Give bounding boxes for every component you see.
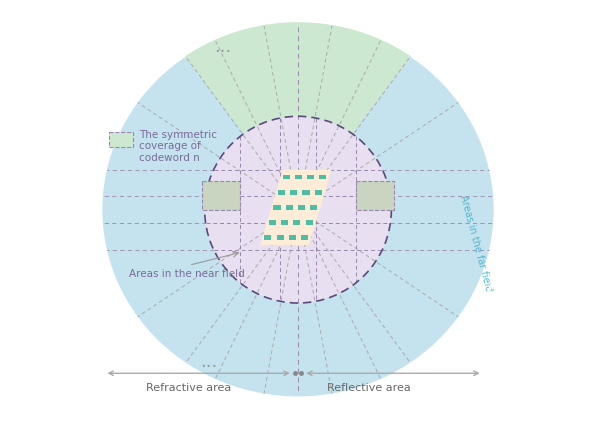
Bar — [307, 174, 314, 179]
Circle shape — [204, 116, 392, 303]
Bar — [277, 235, 284, 240]
Bar — [109, 132, 134, 148]
Text: ···: ··· — [214, 43, 231, 61]
Text: ···: ··· — [200, 359, 218, 376]
Bar — [281, 220, 288, 225]
Bar — [319, 174, 326, 179]
Bar — [269, 220, 276, 225]
Text: Areas in the near field: Areas in the near field — [129, 269, 245, 279]
Bar — [306, 220, 313, 225]
Ellipse shape — [103, 23, 493, 396]
Bar — [302, 190, 309, 194]
Bar — [285, 205, 293, 210]
Text: Reflective area: Reflective area — [327, 384, 411, 393]
Text: The symmetric
coverage of
codeword n: The symmetric coverage of codeword n — [139, 130, 217, 163]
Text: Areas in the far field: Areas in the far field — [458, 194, 493, 293]
Bar — [265, 235, 272, 240]
Bar — [278, 190, 285, 194]
Bar — [310, 205, 317, 210]
Bar — [301, 235, 308, 240]
Bar — [295, 174, 302, 179]
Bar — [289, 235, 296, 240]
Bar — [356, 181, 393, 210]
Bar — [293, 220, 300, 225]
Bar — [274, 205, 281, 210]
Bar — [283, 174, 290, 179]
Bar — [290, 190, 297, 194]
Bar — [203, 181, 240, 210]
Bar — [315, 190, 322, 194]
Polygon shape — [186, 23, 410, 133]
Polygon shape — [260, 169, 331, 245]
Bar — [298, 205, 305, 210]
Text: Refractive area: Refractive area — [147, 384, 232, 393]
